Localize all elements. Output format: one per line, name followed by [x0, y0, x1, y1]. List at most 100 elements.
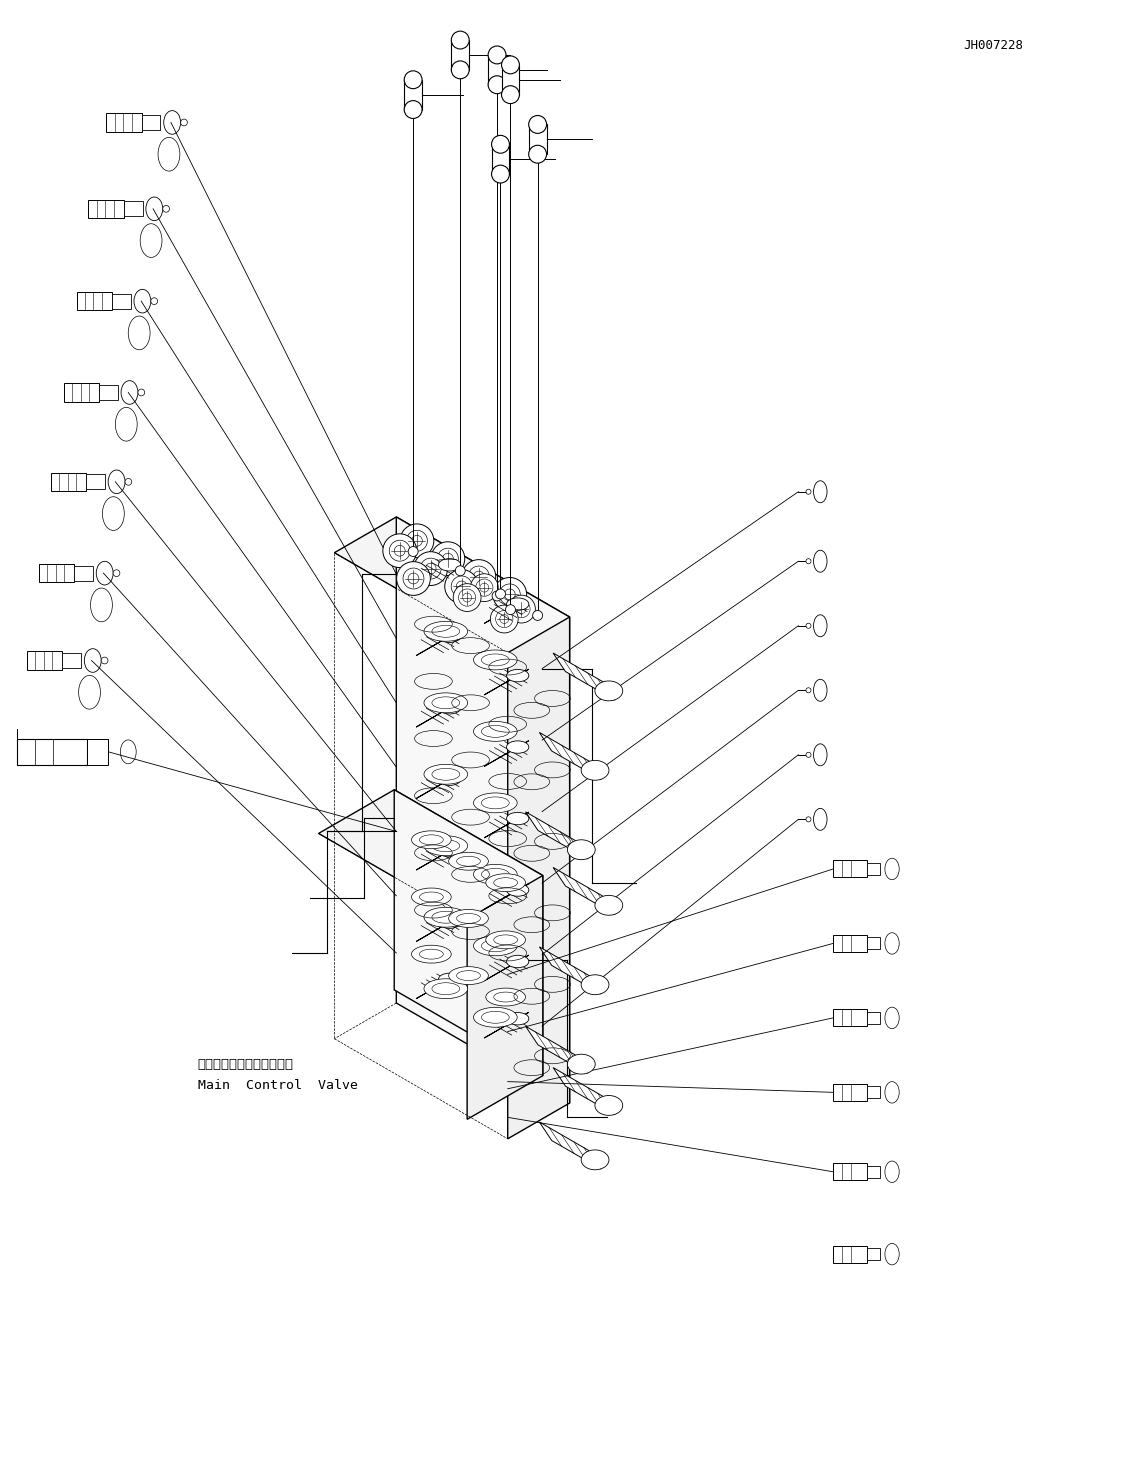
- Circle shape: [492, 578, 527, 611]
- Ellipse shape: [432, 626, 459, 638]
- Polygon shape: [553, 868, 615, 915]
- Bar: [867, 1249, 879, 1261]
- Bar: [62, 654, 81, 668]
- Circle shape: [425, 563, 436, 573]
- Circle shape: [490, 605, 519, 633]
- Polygon shape: [507, 617, 569, 1139]
- Bar: [488, 55, 506, 85]
- Text: JH007228: JH007228: [963, 38, 1024, 51]
- Circle shape: [806, 687, 811, 693]
- Ellipse shape: [411, 889, 451, 906]
- Ellipse shape: [595, 896, 623, 915]
- Polygon shape: [416, 773, 460, 798]
- Circle shape: [125, 479, 132, 486]
- Polygon shape: [539, 1122, 601, 1169]
- Ellipse shape: [474, 649, 518, 670]
- Polygon shape: [416, 973, 460, 999]
- Polygon shape: [467, 875, 543, 1119]
- Ellipse shape: [419, 835, 443, 845]
- Ellipse shape: [595, 681, 623, 700]
- Polygon shape: [553, 654, 615, 700]
- Ellipse shape: [474, 935, 518, 956]
- Ellipse shape: [474, 864, 518, 884]
- Bar: [834, 1084, 867, 1102]
- Ellipse shape: [457, 856, 481, 867]
- Bar: [88, 200, 124, 217]
- Circle shape: [456, 566, 465, 576]
- Ellipse shape: [439, 773, 460, 785]
- Bar: [529, 124, 546, 155]
- Ellipse shape: [474, 792, 518, 813]
- Bar: [124, 201, 142, 216]
- Ellipse shape: [506, 1013, 529, 1024]
- Circle shape: [491, 165, 510, 182]
- Bar: [867, 938, 879, 950]
- Bar: [39, 563, 74, 582]
- Bar: [867, 864, 879, 875]
- Ellipse shape: [457, 970, 481, 980]
- Ellipse shape: [595, 1096, 623, 1115]
- Circle shape: [488, 47, 506, 64]
- Bar: [867, 1013, 879, 1024]
- Ellipse shape: [493, 935, 518, 945]
- Ellipse shape: [493, 992, 518, 1002]
- Ellipse shape: [568, 1055, 595, 1074]
- Ellipse shape: [411, 945, 451, 963]
- Ellipse shape: [582, 1150, 609, 1170]
- Bar: [87, 738, 109, 753]
- Circle shape: [113, 570, 120, 576]
- Circle shape: [806, 817, 811, 821]
- Circle shape: [806, 559, 811, 563]
- Circle shape: [396, 562, 431, 595]
- Circle shape: [163, 206, 169, 212]
- Circle shape: [499, 584, 520, 605]
- Polygon shape: [484, 884, 529, 909]
- Ellipse shape: [493, 878, 518, 887]
- Ellipse shape: [485, 874, 526, 891]
- Polygon shape: [484, 956, 529, 980]
- Bar: [404, 80, 423, 109]
- Polygon shape: [539, 947, 601, 994]
- Polygon shape: [484, 741, 529, 766]
- Ellipse shape: [424, 836, 467, 855]
- Polygon shape: [484, 598, 529, 623]
- Ellipse shape: [582, 975, 609, 995]
- Circle shape: [431, 541, 465, 575]
- Ellipse shape: [481, 654, 510, 665]
- Circle shape: [505, 604, 515, 614]
- Text: メインコントロールバルブ: メインコントロールバルブ: [198, 1058, 294, 1071]
- Ellipse shape: [485, 988, 526, 1005]
- Polygon shape: [394, 789, 543, 1075]
- Bar: [142, 115, 160, 130]
- Polygon shape: [526, 811, 587, 859]
- Circle shape: [532, 610, 543, 620]
- Ellipse shape: [506, 956, 529, 967]
- Bar: [834, 1246, 867, 1262]
- Ellipse shape: [506, 741, 529, 753]
- Circle shape: [451, 576, 472, 597]
- Bar: [834, 1010, 867, 1026]
- Circle shape: [442, 553, 453, 565]
- Circle shape: [496, 589, 505, 600]
- Ellipse shape: [439, 845, 460, 856]
- Bar: [834, 1163, 867, 1180]
- Ellipse shape: [582, 760, 609, 781]
- Circle shape: [458, 589, 476, 605]
- Polygon shape: [416, 559, 460, 584]
- Circle shape: [505, 589, 515, 600]
- Bar: [87, 738, 109, 765]
- Circle shape: [408, 573, 419, 584]
- Circle shape: [420, 559, 441, 579]
- Bar: [17, 738, 87, 765]
- Circle shape: [404, 71, 423, 89]
- Polygon shape: [484, 1013, 529, 1037]
- Circle shape: [181, 120, 188, 125]
- Circle shape: [492, 591, 502, 601]
- Ellipse shape: [439, 630, 460, 642]
- Ellipse shape: [481, 1011, 510, 1023]
- Polygon shape: [539, 732, 601, 779]
- Bar: [106, 114, 142, 131]
- Circle shape: [518, 604, 526, 614]
- Ellipse shape: [568, 840, 595, 859]
- Ellipse shape: [506, 670, 529, 681]
